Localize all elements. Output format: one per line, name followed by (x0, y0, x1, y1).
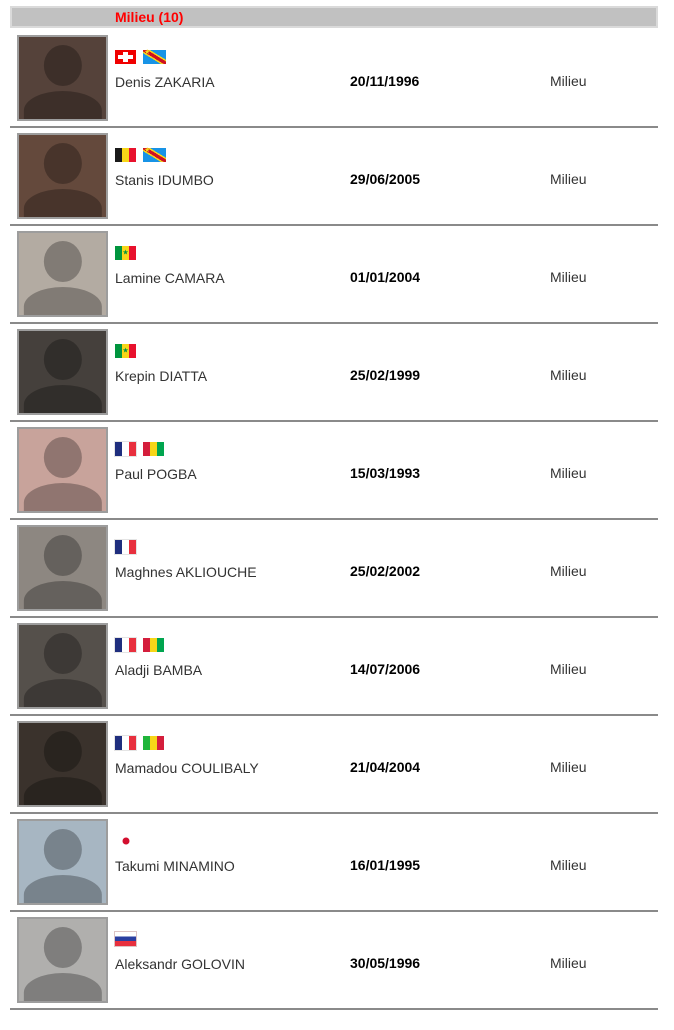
player-info: Lamine CAMARA (115, 246, 225, 287)
player-info: Aladji BAMBA (115, 638, 202, 679)
flag-russia-icon (115, 932, 136, 946)
player-row[interactable]: Mamadou COULIBALY 21/04/2004 Milieu (10, 716, 658, 814)
player-position: Milieu (550, 661, 587, 677)
player-info: Krepin DIATTA (115, 344, 207, 385)
player-photo[interactable] (17, 819, 108, 905)
player-birthdate: 14/07/2006 (350, 661, 421, 677)
player-position: Milieu (550, 857, 587, 873)
player-birthdate: 15/03/1993 (350, 465, 421, 481)
player-silhouette-icon (19, 527, 106, 609)
flag-switzerland-icon (115, 50, 136, 64)
flag-france-icon (115, 442, 136, 456)
player-birthdate: 30/05/1996 (350, 955, 421, 971)
player-birthdate: 01/01/2004 (350, 269, 421, 285)
player-silhouette-icon (19, 233, 106, 315)
player-birthdate: 29/06/2005 (350, 171, 421, 187)
player-silhouette-icon (19, 723, 106, 805)
flag-senegal-icon (115, 246, 136, 260)
player-row[interactable]: Paul POGBA 15/03/1993 Milieu (10, 422, 658, 520)
player-row[interactable]: Maghnes AKLIOUCHE 25/02/2002 Milieu (10, 520, 658, 618)
flag-japan-icon (115, 834, 136, 848)
player-row[interactable]: Aleksandr GOLOVIN 30/05/1996 Milieu (10, 912, 658, 1010)
player-flags (115, 736, 259, 750)
player-position: Milieu (550, 465, 587, 481)
player-row[interactable]: Stanis IDUMBO 29/06/2005 Milieu (10, 128, 658, 226)
flag-guinea-icon (143, 442, 164, 456)
player-flags (115, 442, 197, 456)
player-list: Denis ZAKARIA 20/11/1996 Milieu Stanis I… (10, 30, 658, 1010)
section-header: Milieu (10) (10, 6, 658, 28)
player-info: Denis ZAKARIA (115, 49, 215, 91)
player-name[interactable]: Aleksandr GOLOVIN (115, 956, 245, 972)
player-name[interactable]: Denis ZAKARIA (115, 74, 215, 90)
player-flags (115, 638, 202, 652)
player-name[interactable]: Maghnes AKLIOUCHE (115, 564, 257, 580)
player-birthdate: 16/01/1995 (350, 857, 421, 873)
player-info: Maghnes AKLIOUCHE (115, 540, 257, 581)
flag-france-icon (115, 638, 136, 652)
player-name[interactable]: Aladji BAMBA (115, 662, 203, 678)
flag-france-icon (115, 540, 136, 554)
player-name[interactable]: Lamine CAMARA (115, 270, 225, 286)
player-photo[interactable] (17, 427, 108, 513)
player-position: Milieu (550, 269, 587, 285)
player-row[interactable]: Aladji BAMBA 14/07/2006 Milieu (10, 618, 658, 716)
player-flags (115, 540, 257, 554)
player-flags (115, 246, 225, 260)
player-photo[interactable] (17, 721, 108, 807)
player-info: Paul POGBA (115, 442, 197, 483)
player-position: Milieu (550, 171, 587, 187)
player-name[interactable]: Paul POGBA (115, 466, 197, 482)
player-position: Milieu (550, 759, 587, 775)
player-position: Milieu (550, 955, 587, 971)
player-row[interactable]: Takumi MINAMINO 16/01/1995 Milieu (10, 814, 658, 912)
player-row[interactable]: Denis ZAKARIA 20/11/1996 Milieu (10, 30, 658, 128)
player-photo[interactable] (17, 133, 108, 219)
player-row[interactable]: Krepin DIATTA 25/02/1999 Milieu (10, 324, 658, 422)
player-birthdate: 25/02/1999 (350, 367, 421, 383)
player-birthdate: 20/11/1996 (350, 73, 420, 89)
player-name[interactable]: Takumi MINAMINO (115, 858, 235, 874)
player-silhouette-icon (19, 37, 106, 119)
flag-belgium-icon (115, 148, 136, 162)
player-info: Mamadou COULIBALY (115, 736, 259, 777)
player-position: Milieu (550, 367, 587, 383)
player-photo[interactable] (17, 525, 108, 611)
player-photo[interactable] (17, 623, 108, 709)
player-photo[interactable] (17, 231, 108, 317)
player-silhouette-icon (19, 821, 106, 903)
squad-position-section: Milieu (10) Denis ZAKARIA 20/11/1996 Mil… (0, 6, 674, 1010)
player-flags (115, 834, 235, 848)
player-flags (115, 49, 215, 64)
player-name[interactable]: Krepin DIATTA (115, 368, 208, 384)
player-photo[interactable] (17, 329, 108, 415)
player-birthdate: 25/02/2002 (350, 563, 421, 579)
player-silhouette-icon (19, 135, 106, 217)
flag-dr-congo-icon (143, 49, 166, 64)
player-row[interactable]: Lamine CAMARA 01/01/2004 Milieu (10, 226, 658, 324)
player-silhouette-icon (19, 331, 106, 413)
player-silhouette-icon (19, 919, 106, 1001)
player-flags (115, 344, 207, 358)
player-name[interactable]: Mamadou COULIBALY (115, 760, 259, 776)
player-silhouette-icon (19, 429, 106, 511)
player-position: Milieu (550, 563, 587, 579)
player-position: Milieu (550, 73, 587, 89)
flag-guinea-icon (143, 638, 164, 652)
player-photo[interactable] (17, 917, 108, 1003)
player-photo[interactable] (17, 35, 108, 121)
player-info: Aleksandr GOLOVIN (115, 932, 245, 973)
player-info: Takumi MINAMINO (115, 834, 235, 875)
player-flags (115, 932, 245, 946)
flag-senegal-icon (115, 344, 136, 358)
flag-dr-congo-icon (143, 147, 166, 162)
player-name[interactable]: Stanis IDUMBO (115, 172, 214, 188)
flag-france-icon (115, 736, 136, 750)
player-info: Stanis IDUMBO (115, 147, 214, 189)
player-flags (115, 147, 214, 162)
player-birthdate: 21/04/2004 (350, 759, 421, 775)
flag-mali-icon (143, 736, 164, 750)
section-title: Milieu (10) (115, 9, 184, 25)
player-silhouette-icon (19, 625, 106, 707)
